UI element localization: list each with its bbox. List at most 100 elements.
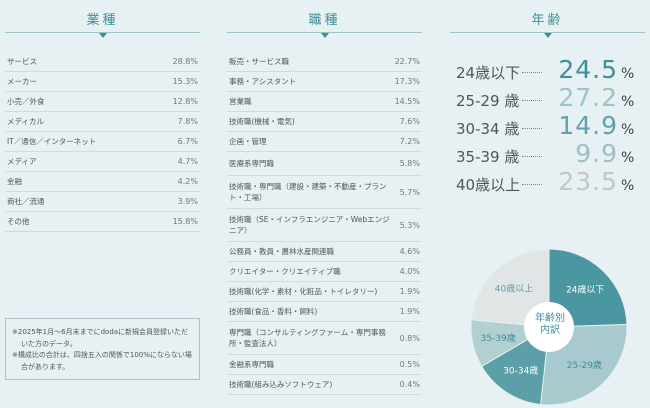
row-value: 28.8% xyxy=(172,57,198,66)
triangle-down-icon xyxy=(543,33,552,38)
pie-slice xyxy=(480,326,550,406)
occupation-row: 金融系専門職 0.5% xyxy=(227,355,422,375)
row-label: 小売／外食 xyxy=(7,97,45,106)
age-value: 27.2 xyxy=(558,83,618,112)
industry-row: サービス 28.8% xyxy=(5,52,200,72)
percent-sign: % xyxy=(621,94,635,110)
row-value: 15.3% xyxy=(172,77,198,86)
industry-section: 業種 サービス 28.8% メーカー 15.3% 小売／外食 12.8% メディカル 7.8%… xyxy=(5,0,200,232)
row-label: 販売・サービス職 xyxy=(229,57,289,66)
age-row: 24歳以下 24.5% xyxy=(438,55,645,84)
age-pie-chart: 24歳以下 25-29歳 30-34歳 35-39歳 40歳以上 xyxy=(470,248,628,406)
row-label: IT／通信／インターネット xyxy=(7,137,97,146)
row-label: 金融 xyxy=(7,177,22,186)
industry-row: 金融 4.2% xyxy=(5,172,200,192)
row-label: 技術職(化学・素材・化粧品・トイレタリー) xyxy=(229,287,378,296)
pie-label: 25-29歳 xyxy=(567,359,602,371)
row-value: 17.3% xyxy=(394,77,420,86)
dotted-leader xyxy=(522,156,542,157)
row-label: クリエイター・クリエイティブ職 xyxy=(229,267,341,276)
row-label: 商社／流通 xyxy=(7,197,45,206)
occupation-row: 技術職（SE・インフラエンジニア・Webエンジニア） 5.3% xyxy=(227,209,422,242)
occupation-row: 販売・サービス職 22.7% xyxy=(227,52,422,72)
row-label: メーカー xyxy=(7,77,37,86)
occupation-row: 専門職（コンサルティングファーム・専門事務所・監査法人） 0.8% xyxy=(227,322,422,355)
row-value: 22.7% xyxy=(394,57,420,66)
industry-row: メディア 4.7% xyxy=(5,152,200,172)
age-value: 9.9 xyxy=(575,139,618,168)
age-row: 25-29 歳 27.2% xyxy=(438,83,645,112)
row-label: 技術職(機械・電気) xyxy=(229,117,295,126)
pie-slice xyxy=(470,248,550,328)
footnote: ※構成比の合計は、四捨五入の関係で100%にならない場合があります。 xyxy=(12,351,192,371)
row-label: メディカル xyxy=(7,117,44,126)
occupation-row: 技術職(化学・素材・化粧品・トイレタリー) 1.9% xyxy=(227,282,422,302)
row-value: 0.8% xyxy=(399,333,420,343)
row-label: 金融系専門職 xyxy=(229,360,274,369)
row-label: 技術職（SE・インフラエンジニア・Webエンジニア） xyxy=(229,215,390,235)
occupation-row: 営業職 14.5% xyxy=(227,92,422,112)
industry-row: メディカル 7.8% xyxy=(5,112,200,132)
occupation-row: 事務・アシスタント 17.3% xyxy=(227,72,422,92)
age-label: 25-29 歳 xyxy=(456,92,520,110)
dotted-leader xyxy=(522,128,542,129)
pie-label: 24歳以下 xyxy=(566,284,604,296)
row-value: 6.7% xyxy=(177,137,198,146)
occupation-row: 企画・管理 7.2% xyxy=(227,132,422,152)
row-label: 企画・管理 xyxy=(229,137,267,146)
row-value: 14.5% xyxy=(394,97,420,106)
row-value: 4.7% xyxy=(177,157,198,166)
age-row: 35-39 歳 9.9% xyxy=(438,139,645,168)
row-label: 営業職 xyxy=(229,97,252,106)
pie-label: 35-39歳 xyxy=(481,332,516,344)
row-value: 4.6% xyxy=(399,247,420,256)
industry-row: その他 15.8% xyxy=(5,212,200,232)
row-value: 7.8% xyxy=(177,117,198,126)
row-label: その他 xyxy=(7,217,30,226)
row-label: 技術職・専門職（建設・建築・不動産・プラント・工場） xyxy=(229,182,387,202)
occupation-row: 公務員・教員・農林水産関連職 4.6% xyxy=(227,242,422,262)
occupation-row: 技術職(機械・電気) 7.6% xyxy=(227,112,422,132)
industry-row: メーカー 15.3% xyxy=(5,72,200,92)
industry-row: 小売／外食 12.8% xyxy=(5,92,200,112)
industry-title: 業種 xyxy=(5,0,200,38)
row-label: 事務・アシスタント xyxy=(229,77,297,86)
row-value: 7.2% xyxy=(399,137,420,146)
occupation-row: 医療系専門職 5.8% xyxy=(227,152,422,176)
age-value: 14.9 xyxy=(558,111,618,140)
triangle-down-icon xyxy=(320,33,329,38)
age-value: 23.5 xyxy=(558,167,618,196)
pie-label: 30-34歳 xyxy=(503,365,538,377)
row-label: 医療系専門職 xyxy=(229,159,274,168)
row-label: 公務員・教員・農林水産関連職 xyxy=(229,247,334,256)
row-label: 専門職（コンサルティングファーム・専門事務所・監査法人） xyxy=(229,328,386,348)
pie-label: 40歳以上 xyxy=(495,283,533,295)
percent-sign: % xyxy=(621,122,635,138)
age-row: 40歳以上 23.5% xyxy=(438,167,645,196)
row-value: 12.8% xyxy=(172,97,198,106)
occupation-row: 技術職・専門職（建設・建築・不動産・プラント・工場） 5.7% xyxy=(227,176,422,209)
occupation-row: 技術職(食品・香料・飼料) 1.9% xyxy=(227,302,422,322)
row-value: 4.0% xyxy=(399,267,420,276)
footnote-box: ※2025年1月～6月末までにdodaに新規会員登録いただいた方のデータ。 ※構… xyxy=(5,318,200,380)
dotted-leader xyxy=(522,100,542,101)
row-value: 5.8% xyxy=(399,159,420,168)
pie-slice xyxy=(548,248,628,328)
percent-sign: % xyxy=(621,66,635,82)
row-label: 技術職(組み込みソフトウェア) xyxy=(229,380,333,389)
row-value: 3.9% xyxy=(177,197,198,206)
row-label: 技術職(食品・香料・飼料) xyxy=(229,307,318,316)
row-label: サービス xyxy=(7,57,37,66)
row-value: 0.4% xyxy=(399,380,420,389)
dotted-leader xyxy=(522,184,542,185)
footnote: ※2025年1月～6月末までにdodaに新規会員登録いただいた方のデータ。 xyxy=(12,328,189,348)
row-value: 4.2% xyxy=(177,177,198,186)
industry-row: 商社／流通 3.9% xyxy=(5,192,200,212)
row-value: 1.9% xyxy=(399,307,420,316)
percent-sign: % xyxy=(621,178,635,194)
row-value: 15.8% xyxy=(172,217,198,226)
row-label: メディア xyxy=(7,157,37,166)
dotted-leader xyxy=(522,72,542,73)
occupation-row: 技術職(組み込みソフトウェア) 0.4% xyxy=(227,375,422,395)
row-value: 5.7% xyxy=(399,187,420,197)
